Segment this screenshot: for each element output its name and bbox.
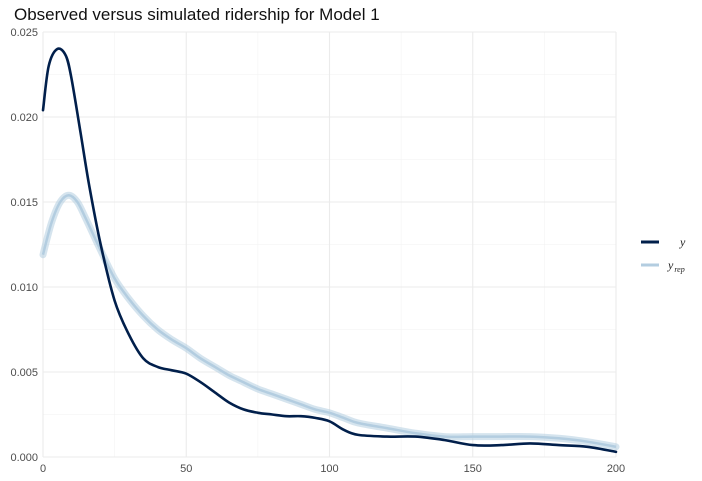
x-tick-label: 150 (464, 463, 482, 475)
y-tick-label: 0.010 (10, 282, 38, 294)
legend-label-y: y (679, 235, 686, 249)
series-y-line (41, 47, 618, 454)
y-tick-label: 0.005 (10, 367, 38, 379)
series-layer (39, 47, 620, 454)
y-tick-label: 0.000 (10, 452, 38, 464)
x-tick-label: 50 (180, 463, 192, 475)
y-tick-label: 0.025 (10, 27, 38, 39)
x-tick-label: 0 (40, 463, 46, 475)
legend-label-yrep: yrep (667, 258, 685, 274)
x-tick-label: 100 (320, 463, 338, 475)
chart-title: Observed versus simulated ridership for … (14, 5, 380, 24)
x-tick-label: 200 (607, 463, 625, 475)
y-tick-label: 0.015 (10, 197, 38, 209)
grid (42, 31, 617, 458)
legend: y yrep (641, 235, 686, 274)
series-yrep-line (41, 193, 617, 449)
tick-labels: 0 50 100 150 200 0.000 0.005 0.010 0.015 0.020 0.0… (10, 27, 625, 475)
legend-label-yrep-sub: rep (674, 265, 684, 274)
legend-label-yrep-main: y (667, 258, 674, 272)
y-tick-label: 0.020 (10, 112, 38, 124)
